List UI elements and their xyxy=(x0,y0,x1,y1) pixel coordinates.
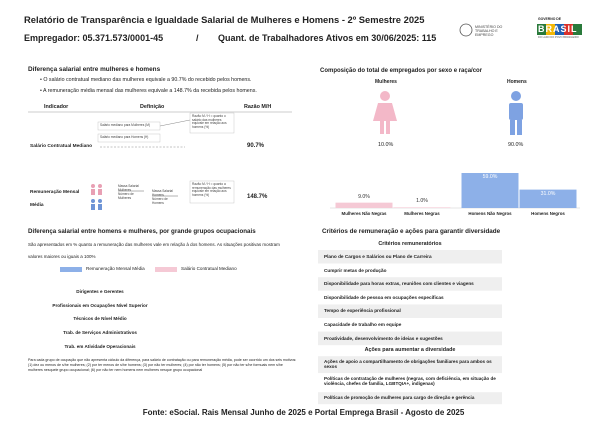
section-title: Diferença salarial entre homens e mulher… xyxy=(28,228,256,235)
gov-name: BRASIL xyxy=(538,24,578,34)
legend-text: Remuneração Mensal Média xyxy=(86,266,145,271)
definition-text: Razão M / H = quanto a remuneração das m… xyxy=(192,182,231,198)
legend-text: Salário Contratual Mediano xyxy=(181,266,237,271)
footnote: Para cada grupo de ocupação que não apre… xyxy=(28,358,297,372)
diversity-action: Políticas de contratação de mulheres (ne… xyxy=(324,376,496,387)
definition-text: Número de Mulheres xyxy=(118,192,134,200)
group-label: Trab. em Atividade Operacionais xyxy=(64,344,136,349)
diversity-action: Ações de apoio a compartilhamento de obr… xyxy=(324,359,492,370)
indicator: Remuneração Mensal Média xyxy=(30,190,80,208)
bar xyxy=(519,189,577,208)
value-label: 31.0% xyxy=(540,190,556,197)
workers-count: Quant. de Trabalhadores Ativos em 30/06/… xyxy=(218,33,437,43)
definition-text: Salário mediano para Homens (H) xyxy=(100,135,149,139)
bullet-text: A remuneração média mensal das mulheres … xyxy=(40,88,257,94)
legend-swatch xyxy=(60,267,82,272)
ratio: 148.7% xyxy=(247,194,268,200)
value-label: 59.0% xyxy=(482,174,498,180)
criterion: Tempo de experiência profissional xyxy=(324,308,401,314)
table-header: Ações para aumentar a diversidade xyxy=(364,347,456,354)
group-label: Profissionais em Ocupações Nível Superio… xyxy=(52,303,148,308)
category-label: Homens Negros xyxy=(531,211,565,216)
logo-block xyxy=(564,24,573,35)
logo-block xyxy=(555,24,564,35)
criterion: Cumprir metas de produção xyxy=(324,267,387,273)
bar xyxy=(335,202,393,208)
column-header: Indicador xyxy=(44,104,69,110)
sex-label: Mulheres xyxy=(375,79,397,85)
men-figures xyxy=(91,199,102,210)
separator: / xyxy=(196,33,199,43)
category-label: Homens Não Negros xyxy=(468,211,512,216)
section-title: Composição do total de empregados por se… xyxy=(320,68,483,74)
ministry-emblem xyxy=(459,23,473,37)
ministry-name: MINISTÉRIO DO TRABALHO E EMPREGO xyxy=(475,25,503,38)
category-label: Mulheres Negras xyxy=(404,211,440,216)
category-label: Mulheres Não Negras xyxy=(341,211,387,216)
group-label: Técnicos de Nível Médio xyxy=(73,316,127,321)
indicator: Salário Contratual Mediano xyxy=(30,144,93,149)
women-figures xyxy=(91,184,102,195)
criterion: Plano de Cargos e Salários ou Plano de C… xyxy=(324,254,432,259)
woman-icon xyxy=(373,91,397,134)
criterion: Disponibilidade de pessoa em ocupações e… xyxy=(324,294,444,300)
gov-slogan: DO LADO DO POVO BRASILEIRO xyxy=(538,36,579,39)
row-bg xyxy=(318,373,502,393)
bar xyxy=(461,173,519,208)
logo-block xyxy=(537,24,546,35)
value-label: 1.0% xyxy=(416,198,428,205)
report-title: Relatório de Transparência e Igualdade S… xyxy=(24,14,425,25)
diversity-action: Políticas de promoção de mulheres para c… xyxy=(324,395,475,401)
row-bg xyxy=(318,290,502,305)
group-label: Trab. de Serviços Administrativos xyxy=(63,330,137,335)
section-title: Diferença salarial entre mulheres e home… xyxy=(28,66,161,73)
row-bg xyxy=(318,277,502,291)
gov-label: GOVERNO DE xyxy=(538,17,561,21)
logo-block xyxy=(573,24,582,35)
definition-text: Salário mediano para Mulheres (M) xyxy=(100,123,150,127)
definition-text: Número de Homens xyxy=(152,197,168,205)
footer-source: Fonte: eSocial. Rais Mensal Junho de 202… xyxy=(142,408,465,417)
bullet-text: O salário contratual mediano das mulhere… xyxy=(40,77,251,83)
row-bg xyxy=(318,250,502,264)
row-bg xyxy=(318,392,502,405)
criterion: Capacidade de trabalho em equipe xyxy=(324,322,402,327)
row-bg xyxy=(318,318,502,332)
sex-share: 10.0% xyxy=(378,142,394,148)
logo-block xyxy=(546,24,555,35)
definition-text: Razão M / H = quanto o salário das mulhe… xyxy=(192,114,227,130)
group-label: Dirigentes e Gerentes xyxy=(76,289,124,294)
column-header: Razão M/H xyxy=(244,104,272,110)
man-icon xyxy=(509,91,523,135)
definition-text: Massa Salarial Homens xyxy=(152,189,173,197)
employer: Empregador: 05.371.573/0001-45 xyxy=(24,33,164,43)
row-bg xyxy=(318,263,502,278)
table-header: Critérios remuneratórios xyxy=(378,241,442,247)
criterion: Disponibilidade para horas extras, reuni… xyxy=(324,281,474,287)
criterion: Proatividade, desenvolvimento de ideias … xyxy=(324,335,443,341)
sex-label: Homens xyxy=(507,79,527,85)
value-label: 9.0% xyxy=(358,193,370,200)
definition-box xyxy=(189,112,235,134)
column-header: Definição xyxy=(140,104,165,110)
ratio: 90.7% xyxy=(247,143,265,149)
definition-arrow xyxy=(159,119,191,127)
row-bg xyxy=(318,331,502,346)
sex-share: 90.0% xyxy=(508,142,524,148)
row-bg xyxy=(318,304,502,318)
section-text: São apresentados em % quanto a remuneraç… xyxy=(28,242,280,259)
definition-box xyxy=(189,180,235,204)
legend-swatch xyxy=(155,267,177,272)
definition-text: Massa Salarial Mulheres xyxy=(118,184,139,192)
section-title: Critérios de remuneração e ações para ga… xyxy=(322,228,501,235)
bar xyxy=(393,207,451,208)
row-bg xyxy=(318,356,502,374)
definition-box xyxy=(97,133,161,143)
